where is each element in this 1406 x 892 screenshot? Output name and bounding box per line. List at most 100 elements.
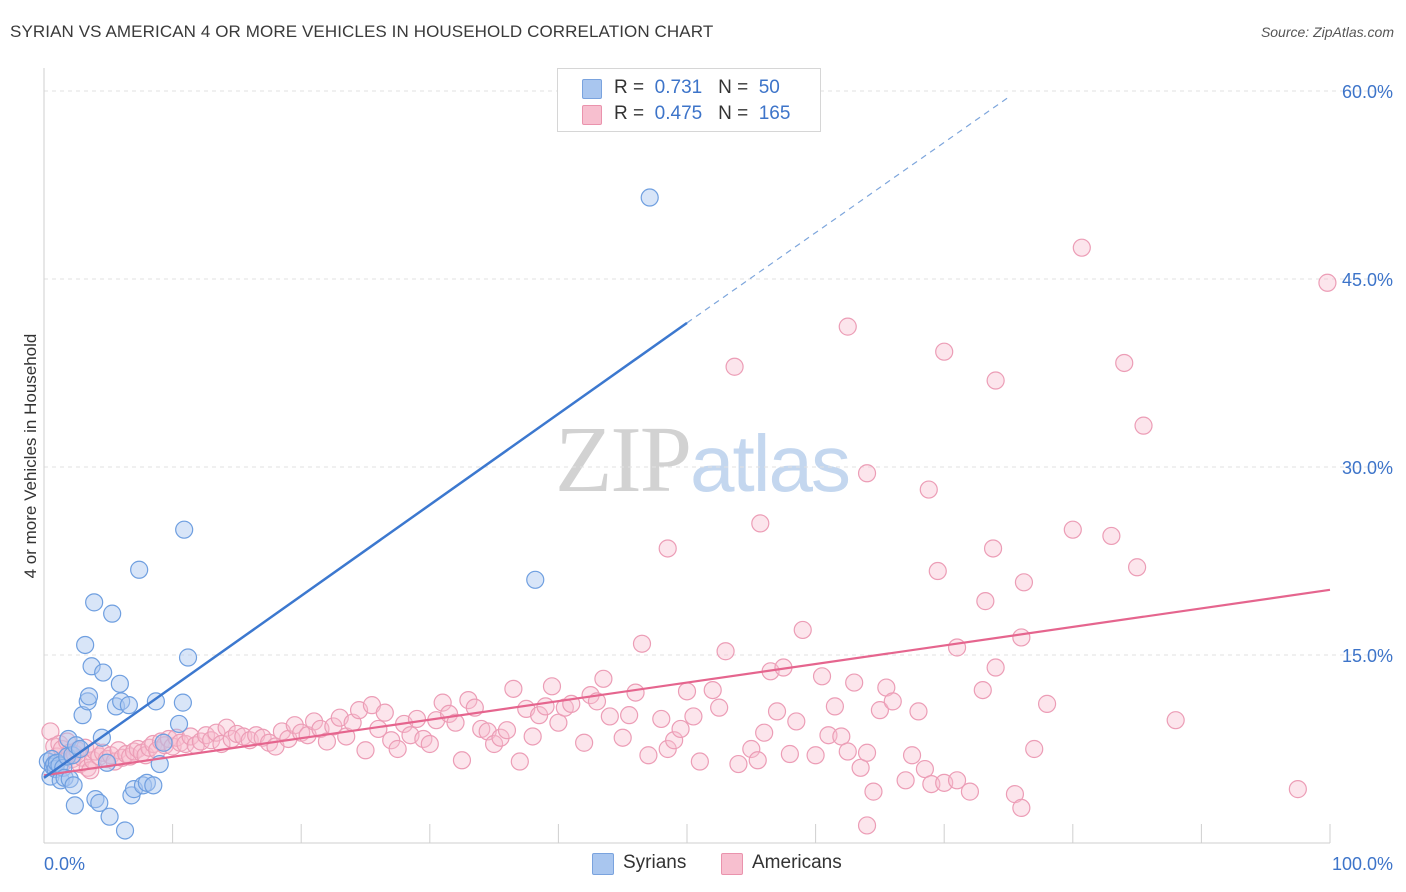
data-point-americans bbox=[504, 679, 523, 698]
data-point-americans bbox=[870, 701, 890, 720]
data-point-americans bbox=[793, 620, 812, 640]
legend-swatch-americans bbox=[721, 853, 743, 875]
data-point-americans bbox=[433, 693, 452, 712]
data-point-americans bbox=[536, 697, 555, 716]
data-point-americans bbox=[594, 669, 613, 688]
data-point-americans bbox=[600, 707, 619, 726]
data-point-americans bbox=[845, 673, 864, 692]
legend-r-value: 0.731 bbox=[654, 77, 703, 98]
data-point-americans bbox=[542, 677, 562, 696]
data-point-americans bbox=[317, 732, 337, 751]
data-point-americans bbox=[677, 682, 697, 701]
legend-label-americans: Americans bbox=[752, 852, 842, 873]
data-point-americans bbox=[658, 539, 677, 558]
data-point-americans bbox=[819, 726, 838, 745]
data-point-americans bbox=[864, 782, 883, 801]
data-point-syrians bbox=[64, 776, 83, 795]
data-point-americans bbox=[459, 691, 478, 710]
data-point-americans bbox=[986, 371, 1005, 390]
watermark-atlas: atlas bbox=[690, 419, 851, 508]
data-point-americans bbox=[922, 774, 941, 794]
data-point-syrians bbox=[97, 753, 117, 772]
data-point-americans bbox=[909, 702, 928, 721]
data-point-americans bbox=[452, 751, 472, 770]
data-point-americans bbox=[613, 728, 632, 747]
y-tick-label: 15.0% bbox=[1342, 646, 1393, 666]
data-point-americans bbox=[420, 734, 439, 754]
data-point-americans bbox=[986, 658, 1005, 677]
data-point-americans bbox=[751, 514, 770, 533]
data-point-americans bbox=[857, 816, 877, 835]
data-point-americans bbox=[825, 697, 844, 716]
data-point-americans bbox=[1318, 273, 1337, 292]
data-point-syrians bbox=[103, 604, 122, 623]
data-point-americans bbox=[181, 727, 200, 746]
trendline-syrians bbox=[43, 321, 688, 779]
data-point-americans bbox=[1134, 416, 1153, 435]
data-point-americans bbox=[1037, 694, 1057, 713]
data-point-americans bbox=[780, 744, 799, 764]
data-point-americans bbox=[575, 733, 594, 752]
data-point-americans bbox=[919, 480, 938, 499]
y-tick-label: 60.0% bbox=[1342, 82, 1393, 102]
data-point-americans bbox=[1115, 353, 1134, 373]
data-point-americans bbox=[915, 759, 935, 779]
data-point-americans bbox=[973, 680, 992, 700]
data-point-americans bbox=[857, 743, 877, 762]
data-point-syrians bbox=[82, 657, 101, 676]
data-point-americans bbox=[1063, 520, 1082, 539]
legend-label-syrians: Syrians bbox=[623, 852, 687, 873]
data-point-americans bbox=[639, 746, 658, 765]
data-point-americans bbox=[1102, 526, 1121, 546]
data-point-americans bbox=[523, 727, 542, 746]
data-point-syrians bbox=[119, 696, 138, 715]
data-point-americans bbox=[742, 739, 761, 759]
data-point-americans bbox=[652, 709, 671, 729]
data-point-americans bbox=[1012, 628, 1031, 647]
legend-top: R = 0.731 N = 50 R = 0.475 N = 165 bbox=[557, 68, 821, 132]
data-point-americans bbox=[710, 698, 729, 717]
x-tick-label: 100.0% bbox=[1332, 854, 1393, 874]
watermark-zip: ZIP bbox=[555, 408, 692, 512]
data-point-syrians bbox=[526, 570, 545, 589]
data-point-americans bbox=[806, 746, 825, 765]
x-tick-label: 0.0% bbox=[44, 854, 85, 874]
data-point-americans bbox=[716, 642, 735, 661]
data-point-americans bbox=[665, 731, 684, 750]
data-point-syrians bbox=[65, 796, 84, 815]
legend-swatch-americans bbox=[582, 105, 602, 125]
data-point-americans bbox=[725, 357, 744, 376]
data-point-americans bbox=[388, 739, 407, 759]
data-point-syrians bbox=[115, 821, 135, 840]
data-point-americans bbox=[491, 728, 510, 747]
data-point-americans bbox=[375, 703, 394, 722]
data-point-americans bbox=[960, 782, 980, 801]
watermark: ZIPatlas bbox=[555, 405, 851, 514]
data-point-americans bbox=[1288, 780, 1307, 799]
data-point-americans bbox=[767, 702, 787, 721]
legend-n-label: N = bbox=[718, 77, 749, 98]
trendline-americans bbox=[43, 588, 1331, 777]
legend-r-label: R = bbox=[614, 77, 645, 98]
data-point-americans bbox=[755, 723, 774, 742]
data-point-syrians bbox=[70, 739, 90, 759]
data-point-americans bbox=[510, 752, 529, 771]
data-point-syrians bbox=[85, 593, 104, 612]
data-point-americans bbox=[620, 706, 639, 725]
data-point-americans bbox=[812, 667, 832, 686]
data-point-americans bbox=[902, 746, 922, 765]
data-point-americans bbox=[446, 713, 465, 732]
data-point-americans bbox=[1025, 739, 1044, 759]
data-point-americans bbox=[690, 752, 709, 771]
legend-r-value: 0.475 bbox=[654, 103, 703, 124]
data-point-syrians bbox=[175, 520, 194, 539]
data-point-syrians bbox=[178, 648, 198, 667]
data-point-americans bbox=[838, 317, 857, 336]
data-point-americans bbox=[356, 741, 375, 760]
data-point-americans bbox=[947, 638, 967, 657]
data-point-syrians bbox=[106, 697, 126, 716]
legend-r-label: R = bbox=[614, 103, 645, 124]
data-point-americans bbox=[1014, 573, 1034, 592]
legend-swatch-syrians bbox=[592, 853, 614, 875]
data-point-syrians bbox=[94, 663, 113, 682]
